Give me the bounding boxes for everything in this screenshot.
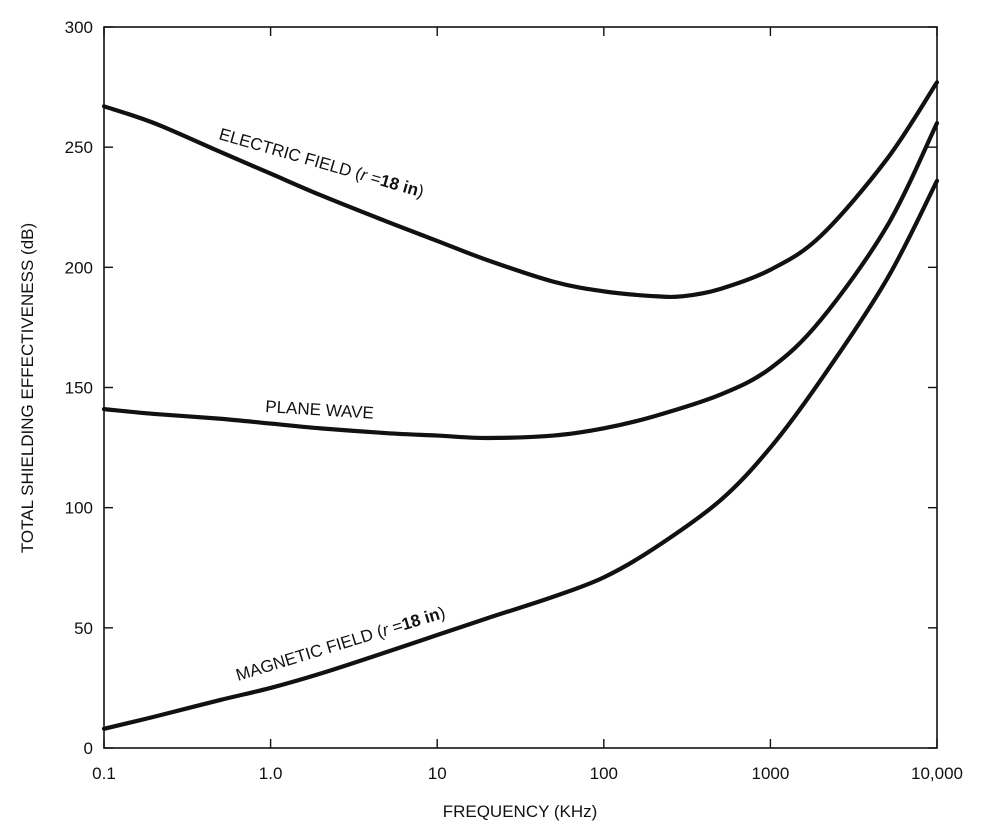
y-axis-title: TOTAL SHIELDING EFFECTIVENESS (dB) — [18, 223, 37, 553]
x-tick-label: 10 — [428, 764, 447, 783]
y-tick-label: 300 — [65, 18, 93, 37]
y-tick-label: 100 — [65, 499, 93, 518]
series-label-part: ELECTRIC FIELD ( — [217, 125, 364, 184]
y-tick-label: 0 — [84, 739, 93, 758]
y-tick-label: 150 — [65, 379, 93, 398]
plane-wave-label: PLANE WAVE — [265, 397, 375, 423]
series-label-part: 18 in — [378, 171, 420, 200]
electric-field-line — [104, 82, 937, 297]
series-labels-layer: ELECTRIC FIELD (r =18 in)PLANE WAVEMAGNE… — [217, 125, 448, 685]
x-tick-label: 100 — [590, 764, 618, 783]
y-tick-label: 50 — [74, 619, 93, 638]
ticks-layer: 0.1 1.0 10 100 1000 10,000 0 50 100 150 200 250 300 — [65, 18, 963, 783]
series-label-part: PLANE WAVE — [265, 397, 375, 423]
x-tick-label: 1.0 — [259, 764, 283, 783]
x-axis-title: FREQUENCY (KHz) — [443, 802, 598, 821]
series-label-part: 18 in — [399, 605, 442, 634]
x-tick-label: 1000 — [751, 764, 789, 783]
x-tick-label: 0.1 — [92, 764, 116, 783]
y-tick-label: 200 — [65, 258, 93, 277]
y-tick-label: 250 — [65, 138, 93, 157]
magnetic-field-line — [104, 181, 937, 729]
x-tick-label: 10,000 — [911, 764, 963, 783]
series-layer — [104, 82, 937, 728]
